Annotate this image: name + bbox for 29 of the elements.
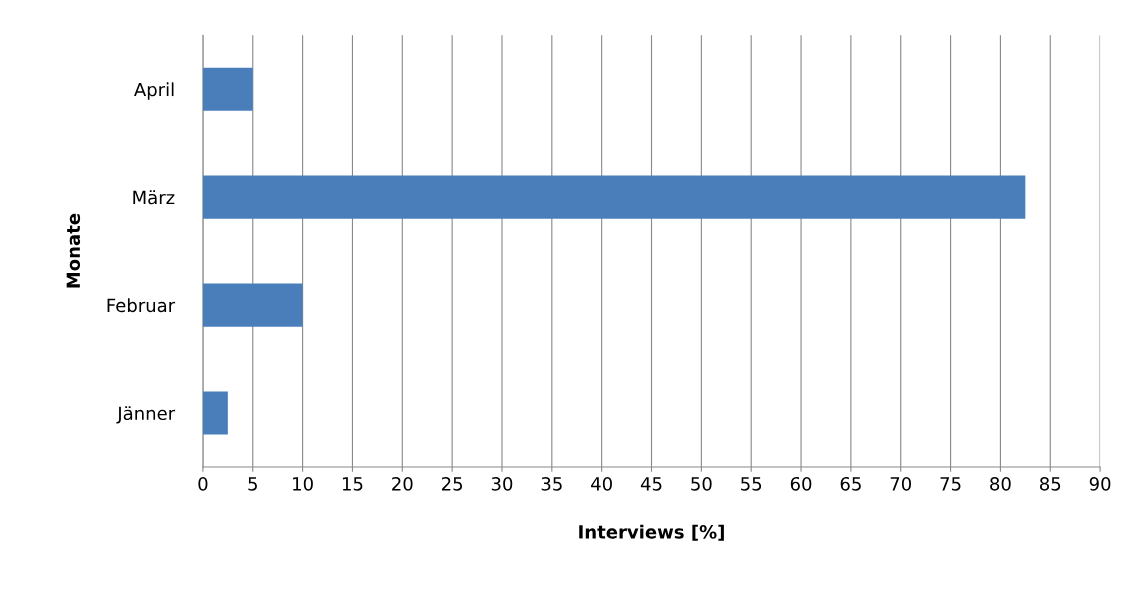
x-tick-label: 5 — [248, 477, 257, 491]
x-tick-label: 90 — [1089, 476, 1111, 491]
x-tick-label: 10 — [293, 476, 313, 491]
x-tick-label: 60 — [790, 476, 812, 491]
x-tick-label: 75 — [940, 477, 961, 491]
x-tick-label: 15 — [342, 477, 363, 491]
x-tick-label: 30 — [491, 476, 513, 491]
x-tick-label: 0 — [198, 476, 208, 491]
x-tick-label: 45 — [640, 477, 662, 491]
bar — [202, 391, 228, 435]
bar — [202, 175, 1026, 219]
bar — [202, 283, 303, 327]
x-tick-label: 65 — [840, 476, 861, 491]
x-tick-label: 40 — [591, 476, 612, 491]
bar — [202, 67, 253, 111]
x-tick-label: 25 — [441, 476, 463, 491]
x-tick-label: 80 — [990, 476, 1011, 491]
x-tick-label: 50 — [691, 476, 712, 491]
x-axis-title: Interviews [%] — [579, 524, 724, 541]
y-tick-label: Februar — [107, 298, 176, 313]
x-tick-label: 85 — [1039, 476, 1061, 491]
y-axis-title: Monate — [66, 213, 81, 288]
y-tick-label: April — [134, 82, 174, 100]
x-tick-label: 20 — [392, 476, 413, 491]
y-tick-label: März — [133, 190, 175, 205]
x-tick-label: 55 — [741, 477, 762, 491]
x-tick-label: 70 — [890, 476, 912, 491]
x-tick-label: 35 — [541, 476, 562, 491]
y-tick-label: Jänner — [116, 406, 176, 424]
